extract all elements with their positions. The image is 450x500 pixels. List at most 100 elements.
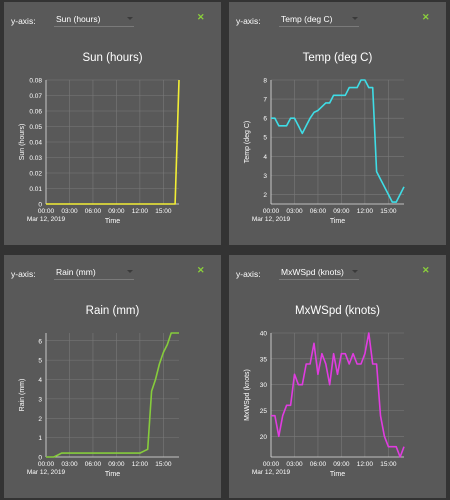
- y-tick-label: 4: [38, 377, 42, 384]
- close-icon[interactable]: ✕: [422, 265, 430, 275]
- x-tick-label: 00:00: [263, 208, 280, 215]
- yaxis-select-value: MxWSpd (knots): [281, 267, 344, 277]
- chart-title: Temp (deg C): [303, 52, 373, 64]
- chevron-down-icon: [352, 17, 358, 20]
- y-tick-label: 7: [263, 97, 267, 104]
- y-tick-label: 6: [263, 116, 267, 123]
- y-tick-label: 1: [38, 435, 42, 442]
- x-tick-label: 09:00: [333, 461, 350, 468]
- chevron-down-icon: [127, 17, 133, 20]
- yaxis-select[interactable]: Sun (hours): [54, 12, 134, 27]
- x-tick-label: 15:00: [380, 461, 397, 468]
- x-tick-label: 09:00: [333, 208, 350, 215]
- y-tick-label: 35: [260, 356, 268, 363]
- yaxis-select-value: Sun (hours): [56, 14, 101, 24]
- x-tick-label: 06:00: [85, 208, 102, 215]
- date-label: Mar 12, 2019: [252, 216, 291, 223]
- y-tick-label: 0.01: [29, 186, 42, 193]
- y-tick-label: 2: [38, 416, 42, 423]
- y-tick-label: 3: [263, 173, 267, 180]
- close-icon[interactable]: ✕: [197, 265, 205, 275]
- yaxis-select-value: Rain (mm): [56, 267, 96, 277]
- chart-svg: Rain (mm) 0 1 2 3 4 5 6 00:00 03:00 06:00 09:00 12:0…: [19, 305, 179, 478]
- x-tick-label: 12:00: [132, 461, 149, 468]
- yaxis-label: y-axis:: [236, 269, 261, 279]
- yaxis-label: y-axis:: [236, 16, 261, 26]
- y-tick-label: 25: [260, 408, 268, 415]
- x-tick-label: 03:00: [61, 461, 78, 468]
- y-axis-label: Rain (mm): [19, 379, 26, 412]
- close-icon[interactable]: ✕: [422, 12, 430, 22]
- chart-title: MxWSpd (knots): [295, 305, 380, 317]
- y-tick-label: 6: [38, 338, 42, 345]
- date-label: Mar 12, 2019: [27, 469, 66, 476]
- chart-svg: Sun (hours) 0 0.01 0.02 0.03 0.04 0.05 0.06 0.07…: [19, 52, 180, 225]
- x-axis-label: Time: [105, 218, 120, 225]
- x-tick-label: 00:00: [263, 461, 280, 468]
- x-tick-label: 09:00: [108, 461, 125, 468]
- x-axis-label: Time: [330, 471, 345, 478]
- y-axis-label: Temp (deg C): [244, 121, 251, 163]
- x-tick-label: 06:00: [310, 461, 327, 468]
- x-tick-label: 03:00: [286, 208, 303, 215]
- y-tick-label: 2: [263, 192, 267, 199]
- series-line: [271, 332, 405, 458]
- chart-svg: Temp (deg C) 2 3 4 5 6 7 8 00:00 03:00 06:00 09:00 1…: [244, 52, 405, 225]
- x-tick-label: 06:00: [310, 208, 327, 215]
- x-tick-label: 00:00: [38, 208, 55, 215]
- x-tick-label: 15:00: [155, 461, 172, 468]
- y-tick-label: 3: [38, 396, 42, 403]
- x-tick-label: 15:00: [155, 208, 172, 215]
- chart-panel-sun: y-axis: Sun (hours) ✕ Sun (hours) 0 0.01 0.…: [4, 2, 221, 245]
- y-tick-label: 0.05: [29, 124, 42, 131]
- y-tick-label: 0.08: [29, 78, 42, 85]
- y-tick-label: 0.02: [29, 171, 42, 178]
- y-tick-label: 5: [38, 358, 42, 365]
- y-tick-label: 0: [38, 455, 42, 462]
- yaxis-select-value: Temp (deg C): [281, 14, 333, 24]
- x-tick-label: 09:00: [108, 208, 125, 215]
- chevron-down-icon: [352, 270, 358, 273]
- x-tick-label: 12:00: [132, 208, 149, 215]
- chart-panel-mxwspd: y-axis: MxWSpd (knots) ✕ MxWSpd (knots) 2…: [229, 255, 446, 498]
- chart-panel-rain: y-axis: Rain (mm) ✕ Rain (mm) 0 1 2 3 4 5 6 00:0…: [4, 255, 221, 498]
- chevron-down-icon: [127, 270, 133, 273]
- x-tick-label: 03:00: [61, 208, 78, 215]
- yaxis-label: y-axis:: [11, 269, 36, 279]
- y-tick-label: 8: [263, 78, 267, 85]
- y-tick-label: 5: [263, 135, 267, 142]
- y-tick-label: 40: [260, 331, 268, 338]
- chart-panel-temp: y-axis: Temp (deg C) ✕ Temp (deg C) 2 3 4 5 6…: [229, 2, 446, 245]
- y-tick-label: 0.07: [29, 93, 42, 100]
- y-tick-label: 4: [263, 154, 267, 161]
- series-line: [46, 332, 179, 458]
- yaxis-select[interactable]: Rain (mm): [54, 265, 134, 280]
- date-label: Mar 12, 2019: [252, 469, 291, 476]
- x-tick-label: 12:00: [357, 461, 374, 468]
- y-axis-label: MxWSpd (knots): [244, 369, 251, 421]
- x-axis-label: Time: [330, 218, 345, 225]
- y-tick-label: 0.03: [29, 155, 42, 162]
- yaxis-select[interactable]: MxWSpd (knots): [279, 265, 359, 280]
- x-tick-label: 03:00: [286, 461, 303, 468]
- y-tick-label: 0.06: [29, 109, 42, 116]
- chart-title: Rain (mm): [86, 305, 140, 317]
- close-icon[interactable]: ✕: [197, 12, 205, 22]
- date-label: Mar 12, 2019: [27, 216, 66, 223]
- series-line: [46, 79, 180, 205]
- y-tick-label: 20: [260, 434, 268, 441]
- x-tick-label: 00:00: [38, 461, 55, 468]
- x-tick-label: 15:00: [380, 208, 397, 215]
- x-tick-label: 12:00: [357, 208, 374, 215]
- y-axis-label: Sun (hours): [19, 124, 26, 161]
- x-axis-label: Time: [105, 471, 120, 478]
- yaxis-select[interactable]: Temp (deg C): [279, 12, 359, 27]
- y-tick-label: 0: [38, 202, 42, 209]
- yaxis-label: y-axis:: [11, 16, 36, 26]
- chart-svg: MxWSpd (knots) 20 25 30 35 40 00:00 03:00 06:00 0…: [244, 305, 405, 478]
- x-tick-label: 06:00: [85, 461, 102, 468]
- y-tick-label: 30: [260, 382, 268, 389]
- series-line: [271, 79, 405, 203]
- chart-title: Sun (hours): [82, 52, 142, 64]
- y-tick-label: 0.04: [29, 140, 42, 147]
